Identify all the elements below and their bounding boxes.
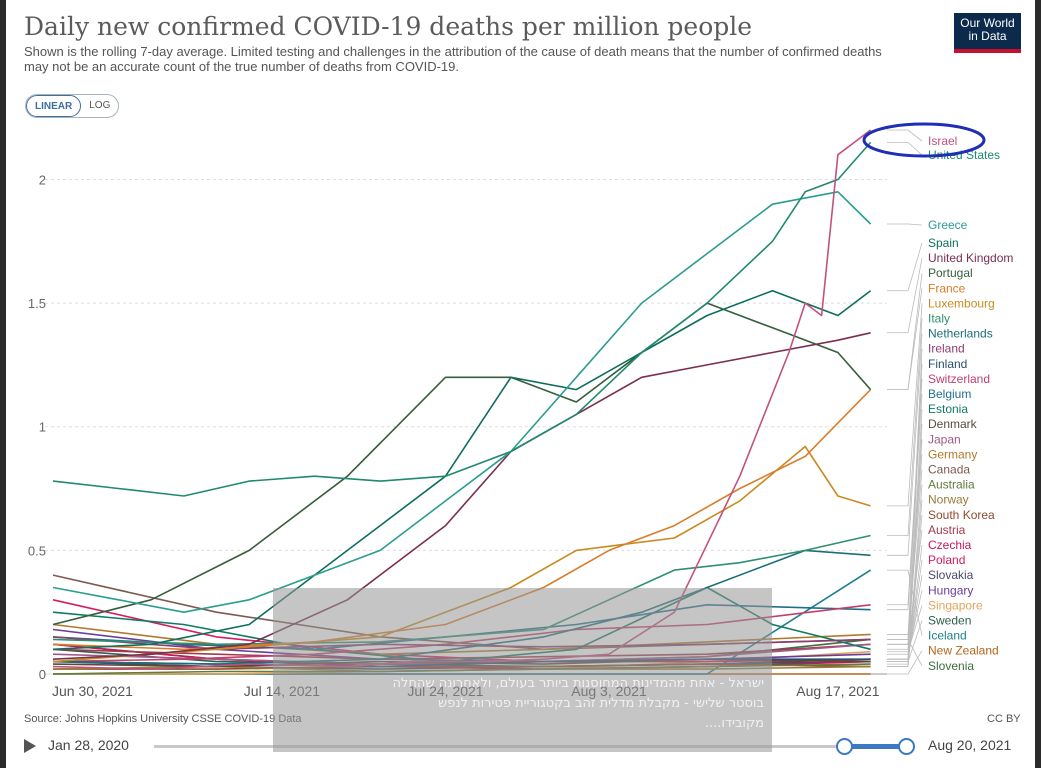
timeline-end-handle[interactable]	[898, 738, 915, 755]
y-tick-label: 0	[39, 667, 46, 682]
legend-connector	[887, 258, 923, 334]
legend-label-germany[interactable]: Germany	[928, 447, 977, 461]
logo-accent-bar	[954, 49, 1021, 53]
x-tick-label: Jun 30, 2021	[52, 683, 133, 699]
legend-label-estonia[interactable]: Estonia	[928, 402, 968, 416]
series-line-spain[interactable]	[52, 289, 872, 651]
legend-label-greece[interactable]: Greece	[928, 218, 968, 232]
legend-label-spain[interactable]: Spain	[928, 236, 959, 250]
legend-label-poland[interactable]: Poland	[928, 553, 965, 567]
annotation-ellipse	[862, 122, 986, 158]
legend-label-south-korea[interactable]: South Korea	[928, 508, 995, 522]
logo-line-2: in Data	[968, 29, 1007, 43]
linear-scale-button[interactable]: LINEAR	[26, 95, 82, 117]
timeline-start-date: Jan 28, 2020	[48, 737, 129, 753]
series-line-portugal[interactable]	[52, 302, 872, 626]
legend-label-japan[interactable]: Japan	[928, 432, 961, 446]
legend-connector	[887, 638, 923, 666]
legend-label-sweden[interactable]: Sweden	[928, 614, 971, 628]
play-icon[interactable]	[24, 739, 36, 753]
legend-connector	[887, 288, 923, 391]
legend-connector	[887, 529, 923, 645]
legend-label-belgium[interactable]: Belgium	[928, 387, 971, 401]
legend-label-finland[interactable]: Finland	[928, 357, 967, 371]
legend-label-italy[interactable]: Italy	[928, 312, 950, 326]
legend-label-czechia[interactable]: Czechia	[928, 538, 972, 552]
y-tick-label: 1	[39, 420, 46, 435]
legend-connector	[887, 569, 923, 636]
series-line-france[interactable]	[52, 389, 872, 651]
scale-toggle: LINEAR LOG	[25, 94, 120, 118]
series-line-united-states[interactable]	[52, 141, 872, 497]
legend-connector	[887, 318, 923, 536]
logo-line-1: Our World	[960, 16, 1015, 30]
legend-connector	[887, 590, 923, 655]
legend-label-united-states[interactable]: United States	[928, 148, 1000, 162]
overlay-line-2: בוסטר שלישי - מקבלת מדלית זהב בקטגוריית …	[438, 696, 764, 711]
legend-label-australia[interactable]: Australia	[928, 478, 975, 492]
legend-label-portugal[interactable]: Portugal	[928, 266, 973, 280]
legend-label-slovakia[interactable]: Slovakia	[928, 568, 974, 582]
photo-frame-right	[1035, 0, 1041, 768]
legend-label-norway[interactable]: Norway	[928, 493, 969, 507]
legend-label-slovenia[interactable]: Slovenia	[928, 659, 974, 673]
legend-connector	[887, 409, 923, 650]
chart-subtitle: Shown is the rolling 7-day average. Limi…	[24, 44, 882, 74]
x-tick-label: Aug 17, 2021	[796, 683, 880, 699]
legend-connector	[887, 333, 923, 556]
legend-connector	[887, 129, 923, 142]
legend-label-singapore[interactable]: Singapore	[928, 598, 983, 612]
legend-connector	[887, 242, 923, 292]
legend-label-austria[interactable]: Austria	[928, 523, 966, 537]
legend-label-luxembourg[interactable]: Luxembourg	[928, 296, 995, 310]
legend-label-canada[interactable]: Canada	[928, 463, 970, 477]
legend-label-united-kingdom[interactable]: United Kingdom	[928, 251, 1013, 265]
legend-label-iceland[interactable]: Iceland	[928, 629, 967, 643]
overlay-line-1: ישראל - אחת מהמדינות המחוסנות ביותר בעול…	[392, 676, 764, 691]
legend-connector	[887, 303, 923, 507]
log-scale-button[interactable]: LOG	[89, 100, 111, 111]
chart-title: Daily new confirmed COVID-19 deaths per …	[24, 12, 753, 41]
timeline-start-handle[interactable]	[836, 738, 853, 755]
legend-label-netherlands[interactable]: Netherlands	[928, 327, 993, 341]
legend-label-israel[interactable]: Israel	[928, 134, 957, 148]
legend-label-new-zealand[interactable]: New Zealand	[928, 644, 999, 658]
legend-connector	[887, 393, 923, 611]
legend-connector	[887, 223, 923, 226]
legend-label-switzerland[interactable]: Switzerland	[928, 372, 990, 386]
timeline-end-date: Aug 20, 2021	[928, 737, 1012, 753]
legend-connector	[887, 454, 923, 635]
legend-connector	[887, 141, 923, 156]
y-tick-label: 0.5	[28, 543, 46, 558]
legend-connector	[887, 605, 923, 653]
y-tick-label: 2	[39, 172, 46, 187]
source-note: Source: Johns Hopkins University CSSE CO…	[24, 713, 302, 725]
series-line-greece[interactable]	[52, 191, 872, 614]
license-link[interactable]: CC BY	[987, 713, 1021, 725]
legend-connector	[887, 650, 923, 675]
legend-label-ireland[interactable]: Ireland	[928, 342, 965, 356]
legend-connector	[887, 620, 923, 663]
overlay-line-3: מקובידו....	[704, 716, 764, 731]
y-tick-label: 1.5	[28, 296, 46, 311]
owid-logo[interactable]: Our World in Data	[954, 13, 1021, 53]
legend-label-denmark[interactable]: Denmark	[928, 417, 978, 431]
photo-frame-left	[0, 0, 6, 768]
timeline-selected-range[interactable]	[844, 744, 906, 749]
caption-overlay: ישראל - אחת מהמדינות המחוסנות ביותר בעול…	[273, 588, 772, 752]
legend-connector	[887, 575, 923, 660]
legend-label-france[interactable]: France	[928, 281, 966, 295]
legend-label-hungary[interactable]: Hungary	[928, 583, 973, 597]
